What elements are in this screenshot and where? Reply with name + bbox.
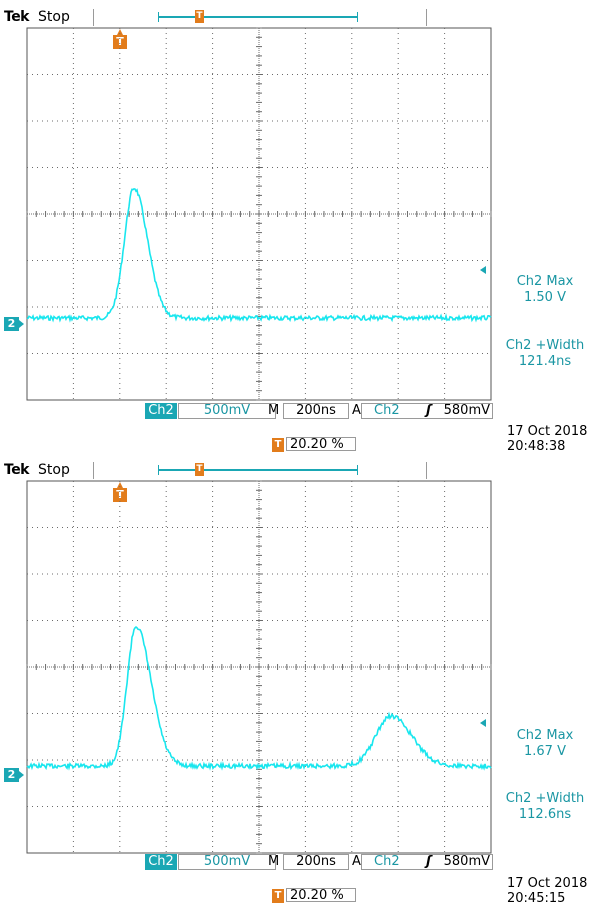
record-trigger-marker: T bbox=[195, 463, 204, 476]
brand-label: Tek bbox=[4, 462, 30, 478]
graticule bbox=[26, 480, 492, 854]
measurement-ch2-width: Ch2 +Width 121.4ns bbox=[493, 338, 597, 370]
header-divider bbox=[426, 9, 427, 26]
scope-capture-1: Tek Stop T T 2 Ch2 Max 1.50 V Ch2 +Width… bbox=[0, 0, 599, 454]
measurement-value: 1.67 V bbox=[524, 744, 566, 759]
capture-timestamp: 17 Oct 2018 20:48:38 bbox=[507, 424, 587, 454]
time-per-div[interactable]: 200ns bbox=[283, 403, 349, 419]
main-timebase-label: M bbox=[268, 854, 280, 869]
rising-edge-icon: ʃ bbox=[426, 403, 432, 418]
trigger-readout[interactable]: Ch2 ʃ 580mV bbox=[361, 854, 493, 870]
capture-date: 17 Oct 2018 bbox=[507, 424, 588, 439]
capture-date: 17 Oct 2018 bbox=[507, 876, 588, 891]
trigger-position-icon: T bbox=[272, 438, 284, 452]
trigger-arrow-icon bbox=[117, 482, 123, 488]
trigger-position-marker[interactable]: T bbox=[113, 29, 127, 50]
rising-edge-icon: ʃ bbox=[426, 854, 432, 869]
ch2-waveform-trace bbox=[26, 188, 492, 323]
measurement-label: Ch2 Max bbox=[516, 728, 574, 743]
channel-2-ground-marker[interactable]: 2 bbox=[4, 317, 24, 331]
acquisition-status: Stop bbox=[38, 462, 70, 478]
measurement-ch2-width: Ch2 +Width 112.6ns bbox=[493, 791, 597, 823]
measurement-arrow-icon bbox=[480, 266, 486, 274]
measurement-value: 121.4ns bbox=[518, 354, 572, 369]
trigger-level: 580mV bbox=[443, 854, 490, 869]
channel-2-ground-marker[interactable]: 2 bbox=[4, 768, 24, 782]
trigger-marker-label: T bbox=[113, 35, 127, 49]
waveform-display bbox=[26, 27, 492, 401]
measurement-value: 1.50 V bbox=[524, 290, 566, 305]
trigger-position-value: 20.20 % bbox=[286, 888, 356, 903]
capture-time: 20:45:15 bbox=[507, 891, 566, 906]
record-view-bar: T bbox=[158, 10, 358, 23]
header-divider bbox=[93, 462, 94, 479]
trigger-position-readout[interactable]: T 20.20 % bbox=[272, 888, 356, 904]
trigger-mode-label: A bbox=[352, 403, 361, 418]
header-divider bbox=[426, 462, 427, 479]
capture-timestamp: 17 Oct 2018 20:45:15 bbox=[507, 876, 587, 906]
volts-per-div[interactable]: 500mV bbox=[178, 854, 276, 870]
volts-per-div[interactable]: 500mV bbox=[178, 403, 276, 419]
measurement-ch2-max: Ch2 Max 1.50 V bbox=[493, 274, 597, 306]
trigger-level: 580mV bbox=[443, 403, 490, 418]
trigger-marker-label: T bbox=[113, 488, 127, 502]
graticule bbox=[26, 27, 492, 401]
brand-label: Tek bbox=[4, 9, 30, 25]
trigger-arrow-icon bbox=[117, 29, 123, 35]
trigger-position-value: 20.20 % bbox=[286, 437, 356, 452]
trigger-position-icon: T bbox=[272, 889, 284, 903]
header-divider bbox=[93, 9, 94, 26]
record-view-bar: T bbox=[158, 463, 358, 476]
acquisition-status: Stop bbox=[38, 9, 70, 25]
measurement-label: Ch2 +Width bbox=[505, 791, 585, 806]
waveform-display bbox=[26, 480, 492, 854]
ch2-waveform-trace bbox=[26, 625, 492, 771]
main-timebase-label: M bbox=[268, 403, 280, 418]
measurement-ch2-max: Ch2 Max 1.67 V bbox=[493, 728, 597, 760]
channel-badge[interactable]: Ch2 bbox=[145, 854, 177, 870]
trigger-source: Ch2 bbox=[374, 403, 400, 418]
scope-capture-2: Tek Stop T T 2 Ch2 Max 1.67 V Ch2 +Width… bbox=[0, 453, 599, 906]
channel-badge[interactable]: Ch2 bbox=[145, 403, 177, 419]
trigger-readout[interactable]: Ch2 ʃ 580mV bbox=[361, 403, 493, 419]
capture-time: 20:48:38 bbox=[507, 439, 566, 454]
measurement-arrow-icon bbox=[480, 719, 486, 727]
time-per-div[interactable]: 200ns bbox=[283, 854, 349, 870]
record-trigger-marker: T bbox=[195, 10, 204, 23]
trigger-position-marker[interactable]: T bbox=[113, 482, 127, 503]
measurement-value: 112.6ns bbox=[518, 807, 572, 822]
trigger-source: Ch2 bbox=[374, 854, 400, 869]
measurement-label: Ch2 Max bbox=[516, 274, 574, 289]
trigger-mode-label: A bbox=[352, 854, 361, 869]
measurement-label: Ch2 +Width bbox=[505, 338, 585, 353]
trigger-position-readout[interactable]: T 20.20 % bbox=[272, 437, 356, 453]
